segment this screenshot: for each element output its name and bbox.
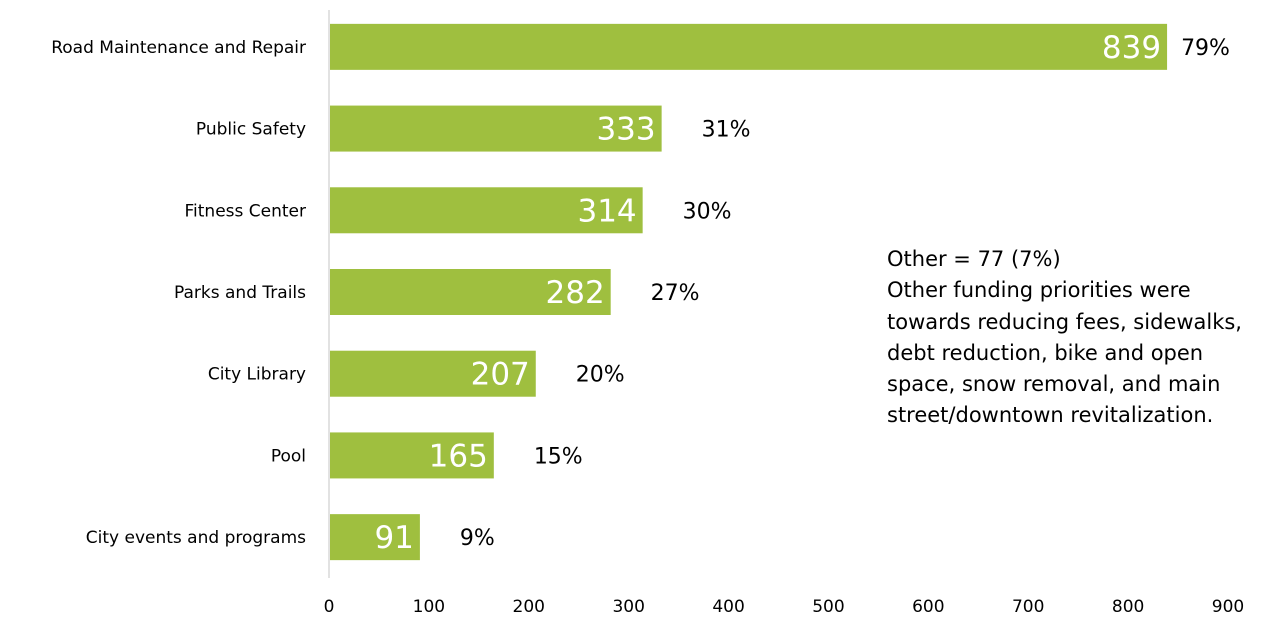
other-annotation-title: Other = 77 (7%) (887, 247, 1061, 271)
bar (330, 105, 662, 152)
bar-percent-label: 15% (534, 444, 583, 469)
bar-percent-label: 9% (460, 526, 495, 551)
bar (330, 432, 494, 479)
bar-percent-label: 20% (576, 363, 625, 388)
bar-value-label: 91 (374, 520, 413, 556)
category-label: Public Safety (196, 120, 306, 140)
category-label: City Library (208, 365, 306, 385)
bar (330, 23, 1168, 70)
bar-value-label: 165 (429, 438, 488, 474)
bar (330, 187, 643, 234)
x-tick-label: 800 (1112, 597, 1144, 617)
bar-value-label: 207 (471, 357, 530, 393)
bar-value-label: 333 (596, 112, 655, 148)
bar-value-label: 314 (577, 193, 636, 229)
bar-value-label: 839 (1102, 30, 1161, 66)
category-label: Pool (271, 446, 306, 466)
x-tick-label: 200 (513, 597, 545, 617)
bar (330, 350, 536, 397)
bar-percent-label: 30% (683, 199, 732, 224)
x-tick-label: 400 (712, 597, 744, 617)
x-tick-label: 700 (1012, 597, 1044, 617)
category-labels: Road Maintenance and Repair Public Safety… (51, 38, 306, 548)
category-label: Road Maintenance and Repair (51, 38, 306, 58)
x-tick-label: 0 (324, 597, 335, 617)
x-tick-label: 300 (612, 597, 644, 617)
x-axis-ticks: 0 100 200 300 400 500 600 700 800 900 (324, 597, 1245, 617)
bar-percent-label: 31% (702, 118, 751, 143)
bars-group: 839 79% 333 31% 314 30% 282 27% 207 20% 165 15% 91 9% (330, 23, 1230, 561)
x-tick-label: 100 (413, 597, 445, 617)
bar-percent-label: 79% (1181, 36, 1230, 61)
bar-value-label: 282 (546, 275, 605, 311)
bar (330, 269, 611, 315)
bar-percent-label: 27% (651, 281, 700, 306)
x-tick-label: 600 (912, 597, 944, 617)
x-tick-label: 900 (1212, 597, 1244, 617)
bar (330, 514, 420, 561)
category-label: City events and programs (86, 528, 306, 548)
x-tick-label: 500 (812, 597, 844, 617)
other-annotation: Other = 77 (7%) Other funding priorities… (887, 244, 1257, 432)
category-label: Fitness Center (185, 201, 307, 221)
other-annotation-text: Other funding priorities were towards re… (887, 278, 1242, 428)
category-label: Parks and Trails (174, 283, 306, 303)
